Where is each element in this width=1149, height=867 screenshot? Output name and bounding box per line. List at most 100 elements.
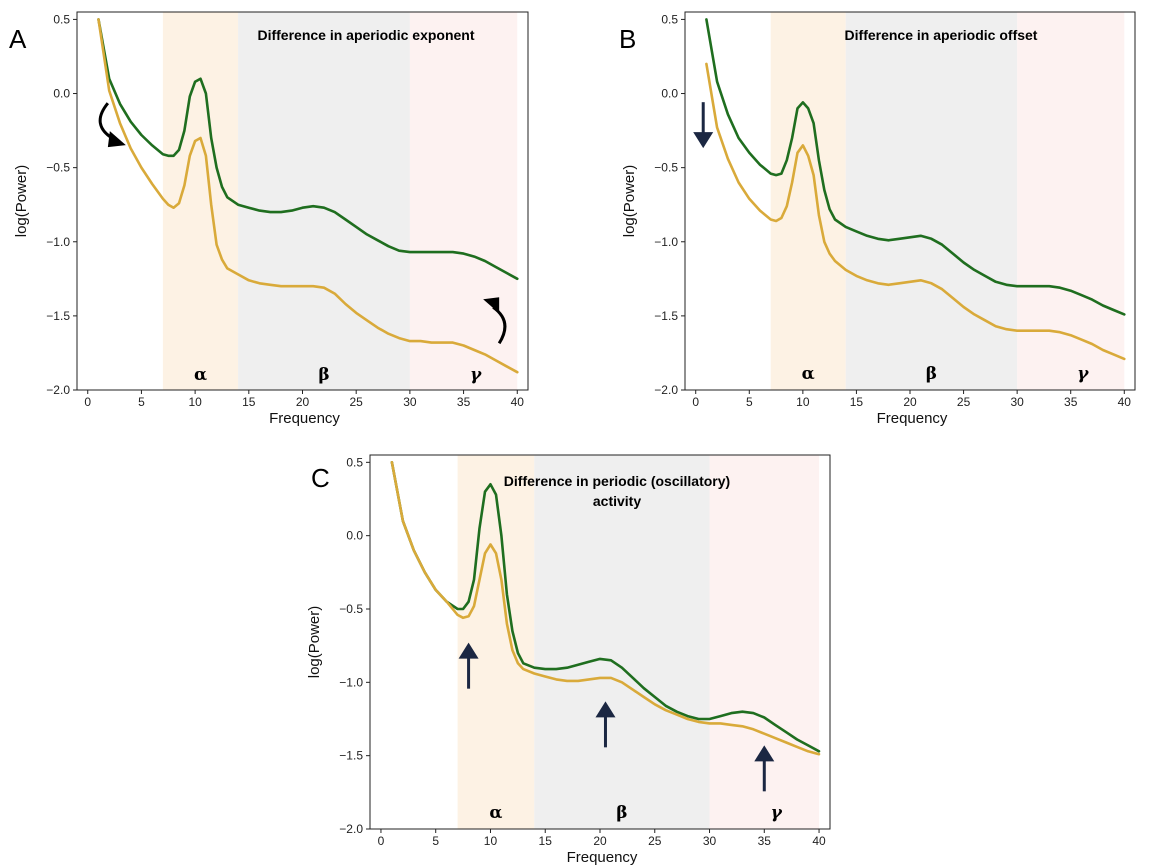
y-axis-label: log(Power) [13,165,30,238]
data-point [312,205,314,207]
x-tick-label: 15 [539,834,553,848]
y-tick-label: −1.0 [46,235,70,249]
data-point [1112,309,1114,311]
data-point [178,202,180,204]
data-point [716,126,718,128]
data-point [505,365,507,367]
data-point [555,668,557,670]
data-point [887,239,889,241]
band-label-beta: β [926,364,937,384]
series-gold-line [390,461,821,756]
data-point [807,750,809,752]
data-point [1070,334,1072,336]
data-point [727,113,729,115]
data-point [763,732,765,734]
data-point [248,206,250,208]
arrow-up-head [754,745,775,762]
data-point [763,716,765,718]
y-tick-label: 0.0 [53,87,70,101]
data-point [1102,349,1104,351]
data-point [759,209,761,211]
data-point [1037,330,1039,332]
data-point [920,235,922,237]
data-point [1091,298,1093,300]
data-point [151,144,153,146]
data-point [215,244,217,246]
data-point [489,543,491,545]
data-point [355,226,357,228]
x-tick-label: 10 [188,395,202,409]
data-point [484,353,486,355]
data-point [215,166,217,168]
y-tick-label: 0.5 [53,12,70,26]
data-point [752,712,754,714]
data-point [845,226,847,228]
data-point [205,155,207,157]
data-point [818,750,820,752]
data-point [588,661,590,663]
data-point [887,284,889,286]
data-point [823,189,825,191]
data-point [505,272,507,274]
data-point [194,140,196,142]
data-point [430,341,432,343]
x-tick-label: 30 [403,395,417,409]
x-tick-label: 5 [138,395,145,409]
data-point [376,239,378,241]
data-point [643,696,645,698]
data-point [334,211,336,213]
data-point [1059,287,1061,289]
data-point [785,731,787,733]
data-point [730,712,732,714]
data-point [599,677,601,679]
data-point [119,103,121,105]
data-point [189,155,191,157]
y-tick-label: −2.0 [46,383,70,397]
data-point [248,279,250,281]
series-green-line [390,461,821,753]
data-point [462,344,464,346]
data-point [834,218,836,220]
data-point [495,493,497,495]
data-point [409,251,411,253]
data-point [1048,285,1050,287]
data-point [770,218,772,220]
x-tick-label: 15 [850,395,864,409]
x-tick-label: 0 [692,395,699,409]
y-tick-label: −1.5 [654,309,678,323]
x-tick-label: 40 [511,395,525,409]
data-point [759,163,761,165]
data-point [785,741,787,743]
data-point [478,527,480,529]
data-point [445,600,447,602]
data-point [818,159,820,161]
x-axis-label: Frequency [269,410,340,427]
data-point [770,172,772,174]
chart-title: Difference in aperiodic exponent [257,27,474,43]
data-point [752,728,754,730]
data-point [877,238,879,240]
data-point [1123,313,1125,315]
data-point [791,137,793,139]
data-point [355,312,357,314]
data-point [452,341,454,343]
data-point [398,337,400,339]
y-tick-label: 0.0 [346,529,363,543]
band-gamma [409,12,518,390]
data-point [210,137,212,139]
data-point [280,285,282,287]
data-point [930,238,932,240]
data-point [855,275,857,277]
data-point [544,675,546,677]
data-point [697,718,699,720]
data-point [941,288,943,290]
data-point [97,18,99,20]
band-label-beta: β [318,365,329,385]
data-point [995,325,997,327]
data-point [258,209,260,211]
data-point [280,211,282,213]
x-tick-label: 20 [593,834,607,848]
data-point [456,608,458,610]
data-point [705,63,707,65]
x-tick-label: 30 [703,834,717,848]
